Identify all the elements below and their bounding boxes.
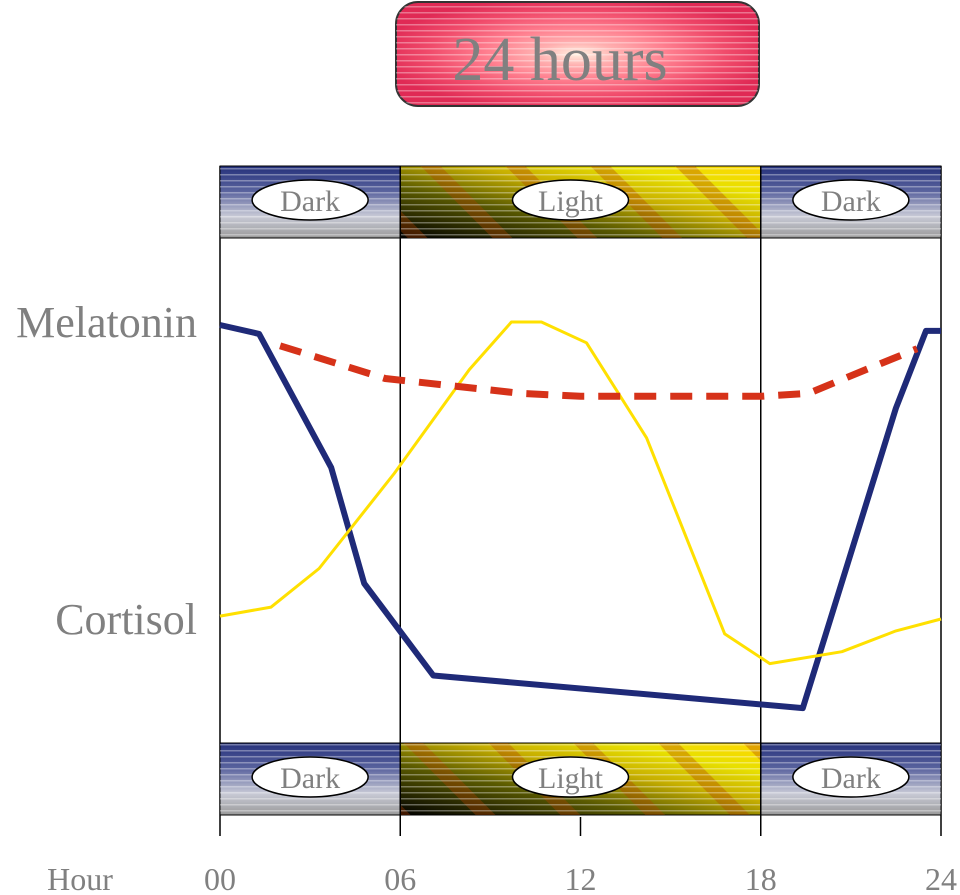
x-axis-label: Hour xyxy=(47,861,113,895)
band-label: Light xyxy=(538,762,604,795)
series-line-1 xyxy=(219,320,942,666)
y-labels: Melatonin Cortisol xyxy=(16,298,197,644)
band-top-1: Light xyxy=(399,165,762,239)
x-axis: 00 06 12 18 24 Hour xyxy=(47,817,957,895)
band-top-2: Dark xyxy=(760,165,942,239)
band-label-bubble xyxy=(511,756,630,798)
y-label-0: Melatonin xyxy=(16,298,197,347)
band-label: Dark xyxy=(280,185,340,218)
x-tick-label: 24 xyxy=(925,861,957,895)
x-tick-label: 12 xyxy=(565,861,597,895)
x-tick-label: 18 xyxy=(745,861,777,895)
y-label-1: Cortisol xyxy=(55,595,197,644)
band-dividers xyxy=(399,166,762,836)
band-label-bubble xyxy=(511,179,630,221)
band-bottom-0: Dark xyxy=(219,742,401,816)
x-tick-label: 00 xyxy=(204,861,236,895)
band-label-bubble xyxy=(251,179,369,221)
series-line-0 xyxy=(219,322,941,712)
band-bottom-2: Dark xyxy=(760,742,942,816)
band-label-bubble xyxy=(792,756,910,798)
band-label-bubble xyxy=(251,756,369,798)
band-label: Light xyxy=(538,185,604,218)
chart-title: 24 hours xyxy=(452,26,667,94)
band-label: Dark xyxy=(821,762,881,795)
light-dark-bands-top: Dark Light Dark xyxy=(219,165,942,239)
series-line-2 xyxy=(279,342,919,400)
band-label-bubble xyxy=(792,179,910,221)
band-top-0: Dark xyxy=(219,165,401,239)
title-badge: 24 hours xyxy=(395,1,760,107)
band-label: Dark xyxy=(280,762,340,795)
band-bottom-1: Light xyxy=(399,742,762,816)
light-dark-bands-bottom: Dark Light Dark xyxy=(219,742,942,816)
series-layer xyxy=(219,320,942,712)
x-tick-label: 06 xyxy=(384,861,416,895)
band-label: Dark xyxy=(821,185,881,218)
